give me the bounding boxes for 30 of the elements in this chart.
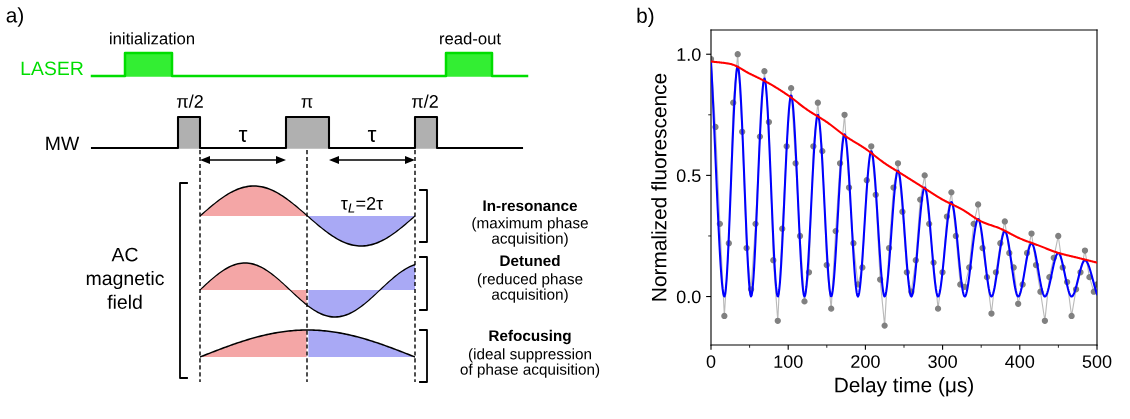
y-axis-title: Normalized fluorescence bbox=[651, 73, 667, 301]
x-tick-label: 200 bbox=[851, 355, 880, 368]
text: π/2 bbox=[411, 94, 438, 108]
chart-title: b) bbox=[637, 7, 654, 28]
x-tick-label: 500 bbox=[1082, 355, 1112, 368]
x-tick-label: 100 bbox=[774, 355, 803, 368]
text: AC magnetic field bbox=[86, 247, 164, 309]
text: a) bbox=[6, 7, 23, 27]
text: LASER bbox=[21, 61, 83, 76]
y-tick-label: 1.0 bbox=[677, 48, 701, 61]
text: (reduced phase acquisition) bbox=[477, 273, 583, 303]
y-tick-label: 0.5 bbox=[676, 169, 701, 183]
text: Detuned bbox=[500, 254, 560, 267]
text: π bbox=[301, 98, 313, 108]
x-tick-label: 300 bbox=[928, 355, 957, 368]
text: τ bbox=[238, 130, 248, 142]
x-tick-label: 0 bbox=[706, 355, 716, 368]
text: (ideal suppression of phase acquisition) bbox=[460, 348, 600, 378]
text: read-out bbox=[440, 32, 501, 45]
text: τ bbox=[367, 130, 377, 142]
text: Refocusing bbox=[489, 329, 571, 345]
text: MW bbox=[46, 136, 80, 151]
x-tick-label: 400 bbox=[1005, 355, 1035, 368]
x-axis-title: Delay time (μs) bbox=[835, 377, 973, 397]
text: (maximum phase acquisition) bbox=[472, 217, 588, 247]
y-tick-label: 0.0 bbox=[676, 290, 701, 304]
text: initialization bbox=[110, 32, 194, 45]
text: τ$_{L}$=2τ bbox=[340, 197, 384, 213]
text: π/2 bbox=[176, 94, 203, 108]
text: In-resonance bbox=[483, 200, 578, 212]
